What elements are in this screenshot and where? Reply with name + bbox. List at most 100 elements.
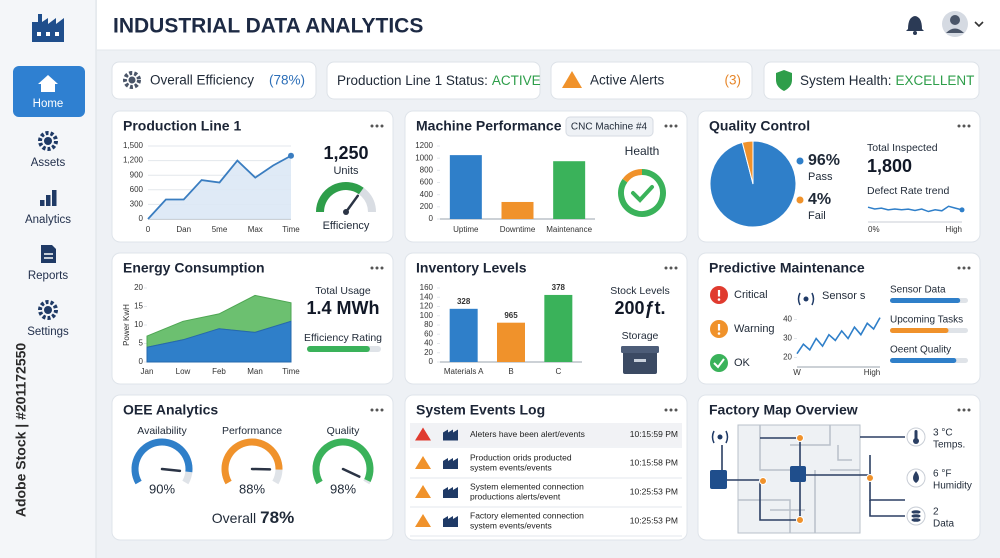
event-row[interactable]: Aleters have been alert/events 10:15:59 P… xyxy=(410,423,682,448)
trend-title: Defect Rate trend xyxy=(867,185,949,197)
menu-dot[interactable] xyxy=(380,124,384,128)
sensor-icon xyxy=(803,296,809,302)
menu-dot[interactable] xyxy=(674,266,678,270)
legend-label: Pass xyxy=(808,171,833,183)
more-menu[interactable] xyxy=(370,408,384,412)
x-tick-label: Materials A xyxy=(444,367,484,376)
menu-dot[interactable] xyxy=(370,266,374,270)
bar xyxy=(544,294,573,362)
menu-dot[interactable] xyxy=(962,408,966,412)
user-menu[interactable] xyxy=(942,11,984,37)
line xyxy=(147,154,292,220)
thermometer-bulb xyxy=(913,438,919,444)
menu-dot[interactable] xyxy=(370,124,374,128)
menu-dot[interactable] xyxy=(669,266,673,270)
menu-dot[interactable] xyxy=(664,408,668,412)
sparkline-dot xyxy=(959,207,965,213)
nav-label: Settings xyxy=(27,326,69,338)
overall-text: Overall 78% xyxy=(212,508,294,527)
antenna-waves xyxy=(711,430,729,444)
more-menu[interactable] xyxy=(957,266,971,270)
bell[interactable] xyxy=(906,16,924,31)
health-ring-rest xyxy=(622,169,643,183)
stock-value: 200ƒt. xyxy=(614,298,665,318)
nav-item[interactable]: Home xyxy=(13,66,85,117)
menu-dot[interactable] xyxy=(957,408,961,412)
alert-icon xyxy=(562,71,582,88)
card-title: Energy Consumption xyxy=(123,260,265,276)
menu-dot[interactable] xyxy=(664,124,668,128)
menu-dot[interactable] xyxy=(380,266,384,270)
menu-dot[interactable] xyxy=(375,408,379,412)
more-menu[interactable] xyxy=(370,266,384,270)
bell-icon[interactable] xyxy=(906,16,924,35)
x-tick-label: B xyxy=(508,367,513,376)
y-tick-label: 300 xyxy=(130,200,144,209)
more-menu[interactable] xyxy=(370,124,384,128)
more-menu[interactable] xyxy=(664,124,678,128)
badge xyxy=(565,116,654,137)
event-message: Production orids producted xyxy=(470,452,572,462)
menu-dot[interactable] xyxy=(957,124,961,128)
thermometer xyxy=(914,430,918,440)
y-tick-label: 20 xyxy=(783,353,792,362)
menu-dot[interactable] xyxy=(669,408,673,412)
bar xyxy=(501,201,534,219)
menu-dot[interactable] xyxy=(967,266,971,270)
gauge-value: 90% xyxy=(149,481,175,496)
y-tick-label: 600 xyxy=(130,185,144,194)
kpi-value: 1,250 xyxy=(323,143,368,163)
gauge-needle xyxy=(344,194,360,214)
menu-dot[interactable] xyxy=(674,408,678,412)
x-tick-label: Downtime xyxy=(500,225,536,234)
menu-dot[interactable] xyxy=(380,408,384,412)
menu-dot[interactable] xyxy=(962,124,966,128)
nav-item[interactable]: Settings xyxy=(27,300,69,338)
menu-dot[interactable] xyxy=(669,124,673,128)
menu-dot[interactable] xyxy=(375,266,379,270)
menu-dot[interactable] xyxy=(370,408,374,412)
menu-dot[interactable] xyxy=(375,124,379,128)
sensor-node xyxy=(796,516,804,524)
icon-glyph xyxy=(717,332,721,335)
x-tick-label: C xyxy=(555,367,561,376)
more-menu[interactable] xyxy=(957,124,971,128)
gauge-label: Availability xyxy=(137,425,187,437)
status-label: Critical xyxy=(734,289,768,301)
sensor-label: Temps. xyxy=(933,440,965,451)
menu-dot[interactable] xyxy=(674,124,678,128)
nav-item[interactable]: Assets xyxy=(31,131,66,169)
more-menu[interactable] xyxy=(664,408,678,412)
logo-window xyxy=(37,32,41,36)
more-menu[interactable] xyxy=(957,408,971,412)
card-title: Factory Map Overview xyxy=(709,402,858,418)
y-tick-label: 0 xyxy=(429,357,434,366)
gauge-fill xyxy=(316,182,364,213)
y-axis-label: Power KwH xyxy=(122,304,131,346)
menu-dot[interactable] xyxy=(957,266,961,270)
y-tick-label: 200 xyxy=(420,202,434,211)
more-menu[interactable] xyxy=(664,266,678,270)
menu-dot[interactable] xyxy=(962,266,966,270)
status-pill xyxy=(111,61,317,100)
gauge-needle xyxy=(160,467,182,473)
gear-hub xyxy=(128,76,136,84)
bar xyxy=(449,155,482,219)
menu-dot[interactable] xyxy=(664,266,668,270)
event-message: productions alerts/event xyxy=(470,491,561,501)
chevron[interactable] xyxy=(974,21,984,28)
card-title: Predictive Maintenance xyxy=(709,260,865,276)
menu-dot[interactable] xyxy=(967,408,971,412)
y-tick-label: 100 xyxy=(420,311,434,320)
menu-dot[interactable] xyxy=(967,124,971,128)
nav-item[interactable]: Reports xyxy=(28,245,69,282)
sensor-value: 3 °C xyxy=(933,428,953,439)
status-label: Production Line 1 Status: xyxy=(337,73,488,88)
nav-label: Reports xyxy=(28,270,69,282)
total-label: Total Inspected xyxy=(867,142,938,154)
nav-item[interactable]: Analytics xyxy=(25,190,71,226)
